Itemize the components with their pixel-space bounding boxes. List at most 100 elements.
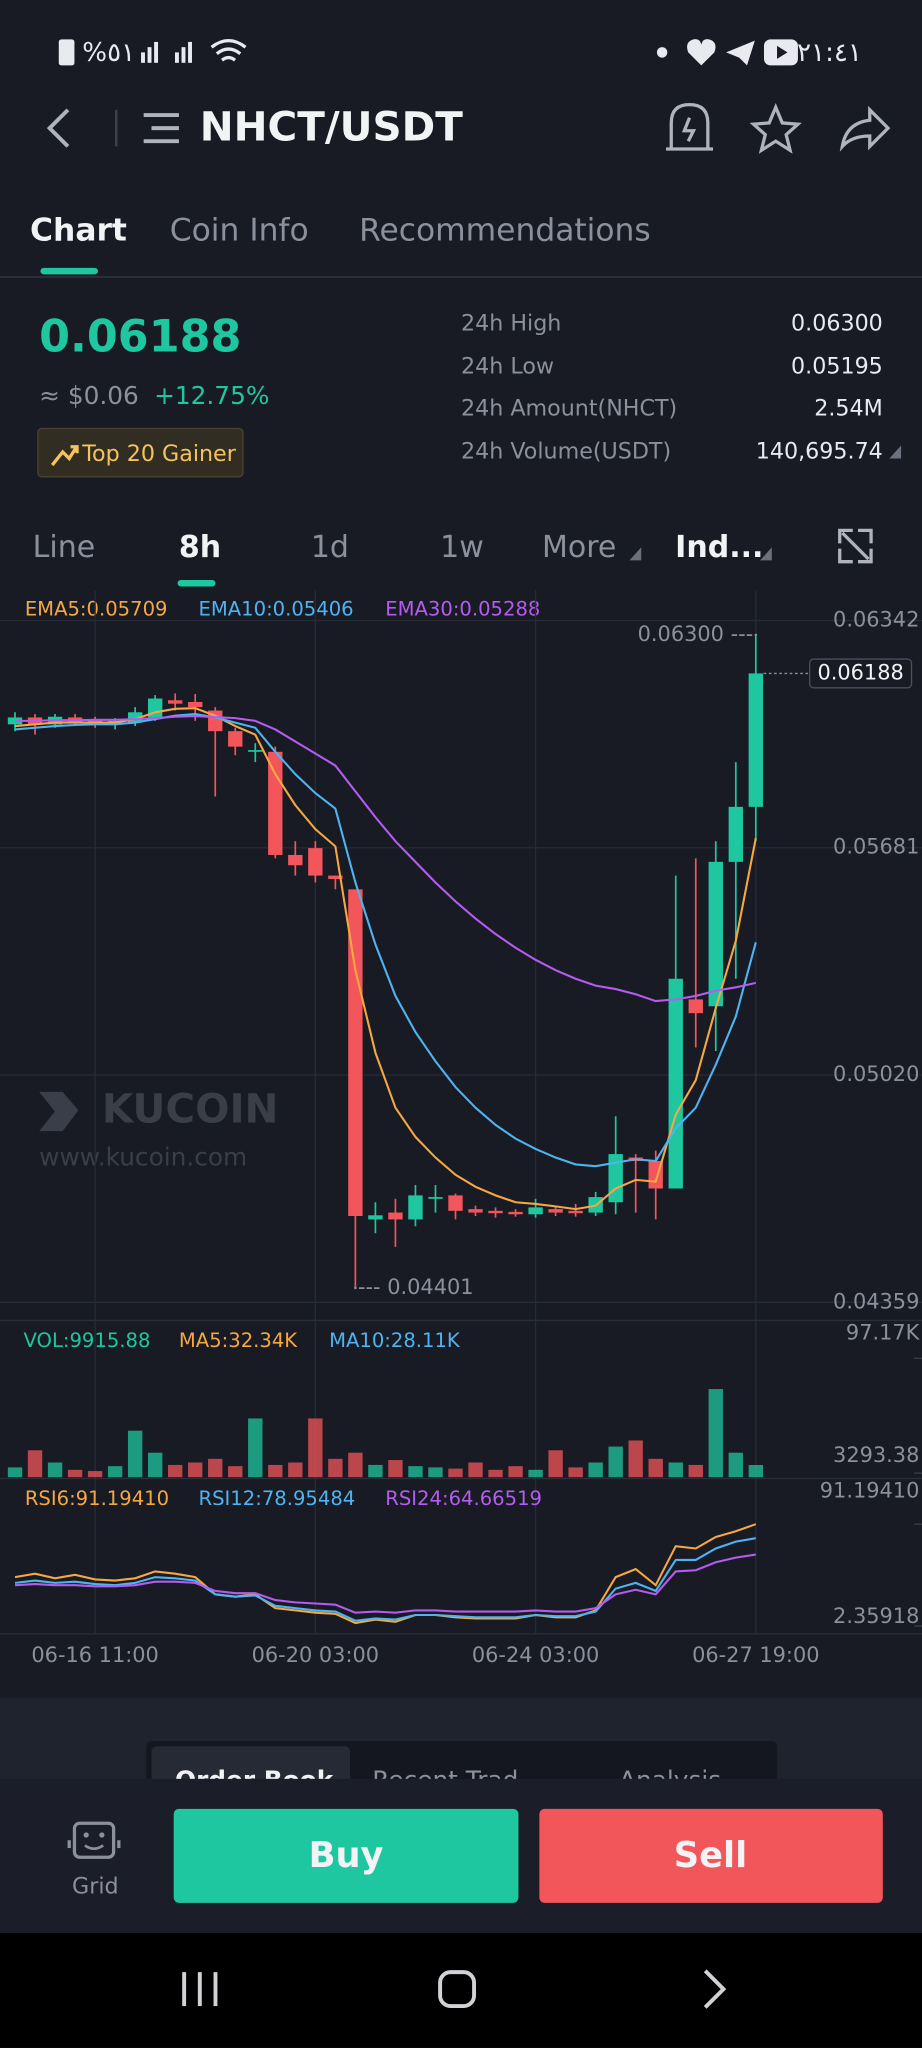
volume-bar [208, 1458, 223, 1478]
candle-body [268, 751, 283, 855]
watermark-logo [39, 1091, 79, 1132]
tab[interactable]: Coin Info [170, 212, 309, 248]
volume-bar [548, 1450, 563, 1478]
buy-button[interactable] [173, 1808, 519, 1903]
stat-label: 24h High [461, 311, 561, 337]
signal-icons [141, 38, 247, 63]
candle-body [408, 1195, 423, 1220]
legend-entry: EMA10:0.05406 [199, 598, 354, 621]
chart-plot: 0.06342 0.05681 0.05020 0.04359 06-16 11:00 0… [0, 590, 922, 1667]
volume-bar [568, 1467, 583, 1478]
volume-bar [47, 1462, 63, 1478]
sell-button[interactable] [539, 1808, 883, 1903]
volume-bar [348, 1452, 363, 1478]
stat-value: 2.54M [814, 395, 883, 421]
candle-body [328, 875, 343, 880]
volume-bar [388, 1460, 403, 1478]
nav-bar [0, 1932, 922, 2048]
watermark-url: www.kucoin.com [39, 1143, 247, 1172]
candle-body [448, 1195, 463, 1211]
x-tick-label: 06-20 03:00 [252, 1643, 379, 1667]
annotation: 0.06300 --- [638, 622, 754, 646]
back-button[interactable] [46, 108, 70, 148]
stat-label: 24h Volume(USDT) [461, 438, 671, 464]
candle-body [468, 1209, 483, 1213]
x-tick-label: 06-27 19:00 [692, 1643, 819, 1667]
x-tick-label: 06-16 11:00 [31, 1643, 158, 1667]
candle-body [428, 1197, 443, 1199]
candle-body [528, 1207, 543, 1215]
volume-bar [588, 1462, 603, 1478]
volume-bar [488, 1469, 503, 1478]
candle-body [488, 1210, 503, 1214]
usd-price: ≈ $0.06 [39, 381, 139, 410]
grid-button[interactable] [67, 1821, 121, 1859]
candle-body [368, 1215, 383, 1220]
interval[interactable]: More [542, 530, 616, 565]
candle-body [248, 750, 263, 752]
stat-label: 24h Amount(NHCT) [461, 395, 677, 421]
volume-bar [127, 1430, 143, 1478]
x-tick-label: 06-24 03:00 [472, 1643, 599, 1667]
stat-value: 0.05195 [791, 354, 883, 380]
battery-text: %٥١ [82, 38, 135, 68]
volume-bar [648, 1458, 663, 1478]
candle-body [168, 700, 183, 704]
last-price-box [809, 658, 913, 689]
stat-value: 0.06300 [791, 311, 883, 337]
candle-body [208, 710, 223, 732]
volume-tick-label: 97.17K [846, 1321, 921, 1345]
interval[interactable]: 8h [179, 530, 221, 565]
volume-bar [428, 1467, 443, 1478]
rsi-legend: RSI12:78.95484 [199, 1487, 356, 1510]
y-tick-label: 0.04359 [833, 1289, 919, 1313]
watermark: KUCOIN [102, 1084, 279, 1132]
interval[interactable]: 1w [440, 530, 484, 565]
candle-body [748, 673, 764, 807]
alert-button[interactable] [666, 102, 714, 151]
buy-label: Buy [309, 1835, 384, 1876]
menu-button[interactable] [143, 113, 179, 144]
ema-line [15, 715, 757, 1003]
candle-body [508, 1211, 523, 1215]
fullscreen-button[interactable] [838, 528, 873, 564]
indicator-menu[interactable]: Ind... [675, 530, 763, 565]
tab[interactable]: Chart [30, 212, 127, 248]
candle-body [548, 1209, 563, 1213]
candle-body [288, 854, 303, 866]
interval-indicator [177, 579, 216, 587]
badge[interactable] [37, 427, 244, 478]
badge-icon [50, 445, 79, 467]
tab[interactable]: Recommendations [359, 212, 651, 248]
volume-legend: VOL:9915.88 [24, 1329, 151, 1352]
volume-bar [748, 1465, 764, 1478]
tab-indicator [40, 267, 98, 275]
annotation: --- 0.04401 [358, 1275, 474, 1299]
candle-body [127, 712, 143, 723]
heart-icon [687, 39, 716, 66]
last-price: 0.06188 [39, 312, 241, 363]
share-button[interactable] [839, 105, 891, 152]
volume-bar [688, 1464, 703, 1478]
telegram-icon [726, 40, 755, 66]
grid-label: Grid [72, 1874, 119, 1900]
nav-buttons[interactable] [182, 1969, 727, 2009]
rsi-legend: RSI6:91.19410 [25, 1487, 169, 1510]
y-tick-label: 0.05681 [833, 835, 919, 859]
volume-bar [728, 1452, 743, 1478]
annotation-anchor [354, 1286, 357, 1290]
stat-label: 24h Low [461, 354, 554, 380]
legend-entry: EMA5:0.05709 [25, 598, 168, 621]
interval[interactable]: Line [33, 530, 96, 565]
volume-bar [408, 1466, 423, 1478]
interval[interactable]: 1d [311, 530, 349, 565]
annotation-anchor [754, 633, 758, 637]
favorite-button[interactable] [749, 102, 802, 154]
rsi-line [14, 1537, 756, 1622]
candle-body [388, 1212, 403, 1220]
clock: ٢١:٤١ [797, 38, 862, 68]
volume-bar [628, 1440, 643, 1478]
volume-bar [368, 1464, 383, 1478]
